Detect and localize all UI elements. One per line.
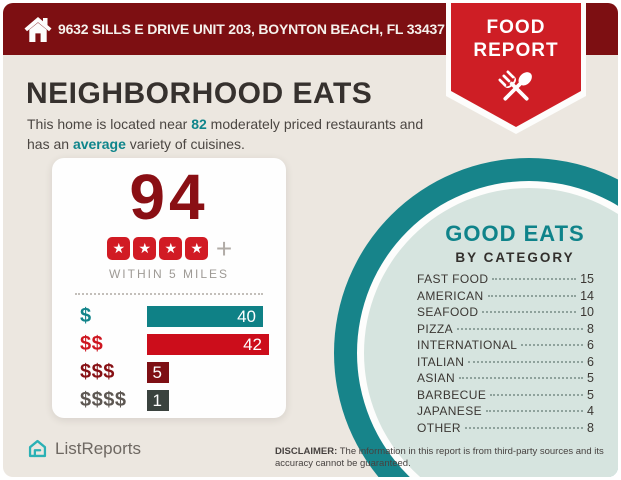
category-name: BARBECUE — [417, 387, 487, 402]
price-bar-row: $$ 42 — [80, 333, 286, 356]
price-bar-value: 40 — [237, 306, 256, 326]
listreports-house-icon — [28, 439, 47, 458]
category-count: 5 — [587, 387, 594, 402]
category-name: SEAFOOD — [417, 305, 479, 319]
category-row: SEAFOOD 10 — [417, 305, 594, 322]
category-list: FAST FOOD 15 AMERICAN 14 SEAFOOD 10 PIZZA 8 INTE… — [417, 272, 594, 437]
star-icon: ★ — [185, 237, 209, 261]
disclaimer-text: The information in this report is from t… — [275, 446, 604, 469]
star-icon: ★ — [133, 237, 157, 261]
badge-title-line1: FOOD — [486, 17, 546, 38]
price-bar-value: 42 — [243, 334, 262, 354]
intro-seg: variety of cuisines. — [125, 136, 245, 152]
fork-spoon-icon — [498, 70, 532, 101]
dotted-leader — [459, 377, 584, 379]
price-tier-label: $$$$ — [80, 389, 127, 412]
category-name: ASIAN — [417, 371, 456, 385]
dotted-leader — [457, 327, 584, 330]
category-name: INTERNATIONAL — [417, 338, 518, 352]
category-count: 5 — [587, 371, 594, 385]
price-bar: 42 — [147, 334, 269, 356]
category-row: AMERICAN 14 — [417, 289, 594, 306]
category-row: OTHER 8 — [417, 421, 594, 438]
category-name: OTHER — [417, 420, 461, 435]
dotted-leader — [468, 360, 584, 363]
property-address: 9632 SILLS E DRIVE UNIT 203, BOYNTON BEA… — [58, 21, 445, 37]
dotted-leader — [490, 393, 584, 396]
price-bar-value: 5 — [152, 362, 162, 382]
intro-text: This home is located near 82 moderately … — [27, 114, 423, 154]
dotted-leader — [492, 278, 577, 280]
dotted-leader — [521, 344, 584, 346]
price-bar: 1 — [147, 390, 169, 412]
star-icon: ★ — [107, 237, 131, 261]
category-row: ITALIAN 6 — [417, 355, 594, 372]
star-icon: ★ — [159, 237, 183, 261]
dotted-leader — [486, 410, 584, 412]
badge-title-line2: REPORT — [473, 40, 559, 61]
dotted-divider — [75, 293, 263, 296]
radius-caption: WITHIN 5 MILES — [108, 267, 229, 282]
dotted-leader — [487, 294, 577, 297]
category-name: ITALIAN — [417, 354, 465, 369]
category-name: AMERICAN — [417, 288, 484, 303]
category-count: 14 — [580, 288, 594, 303]
category-count: 10 — [580, 305, 594, 319]
price-bar-value: 1 — [152, 390, 162, 410]
restaurant-score: 94 — [129, 161, 209, 233]
category-row: JAPANESE 4 — [417, 404, 594, 421]
category-count: 6 — [587, 354, 594, 369]
category-count: 8 — [587, 420, 594, 435]
price-bar: 40 — [147, 306, 263, 328]
category-count: 6 — [587, 338, 594, 352]
intro-seg: This home is located near — [27, 116, 192, 132]
price-bar-row: $$$ 5 — [80, 361, 286, 384]
category-count: 15 — [580, 272, 594, 286]
intro-seg: moderately priced restaurants and — [206, 116, 424, 132]
star-rating: ★ ★ ★ ★ + — [52, 232, 286, 264]
page-title: NEIGHBORHOOD EATS — [26, 77, 373, 110]
price-bar-row: $40 — [80, 305, 286, 328]
category-name: PIZZA — [417, 321, 454, 336]
category-count: 4 — [587, 404, 594, 418]
listreports-wordmark: ListReports — [55, 438, 141, 458]
restaurant-count: 82 — [191, 116, 207, 132]
plus-icon: + — [215, 232, 233, 264]
category-row: PIZZA 8 — [417, 322, 594, 339]
price-tier-label: $ — [80, 305, 92, 328]
price-bar-row: $$$$ 1 — [80, 389, 286, 412]
listreports-logo: ListReports — [27, 438, 141, 459]
category-name: FAST FOOD — [417, 272, 489, 286]
disclaimer: DISCLAIMER: The information in this repo… — [275, 446, 611, 470]
report-canvas: 9632 SILLS E DRIVE UNIT 203, BOYNTON BEA… — [3, 3, 618, 477]
category-name: JAPANESE — [417, 404, 482, 418]
food-report-badge: FOOD REPORT — [446, 3, 586, 134]
disclaimer-label: DISCLAIMER: — [275, 446, 338, 457]
category-row: FAST FOOD 15 — [417, 272, 594, 289]
category-row: ASIAN 5 — [417, 371, 594, 388]
variety-highlight: average — [72, 136, 126, 152]
dotted-leader — [465, 426, 584, 429]
price-tier-label: $$ — [80, 333, 104, 356]
intro-line-2: has an average variety of cuisines. — [27, 134, 423, 154]
category-row: INTERNATIONAL 6 — [417, 338, 594, 355]
score-card: 94 ★ ★ ★ ★ + WITHIN 5 MILES $40 $$ 42 $$$ 5 $$$$ 1 — [52, 158, 286, 418]
price-tier-label: $$$ — [80, 361, 115, 384]
intro-line-1: This home is located near 82 moderately … — [27, 114, 423, 134]
price-bar-chart: $40 $$ 42 $$$ 5 $$$$ 1 — [80, 305, 286, 412]
intro-seg: has an — [27, 136, 73, 152]
good-eats-title: GOOD EATS — [445, 221, 585, 246]
good-eats-subtitle: BY CATEGORY — [455, 250, 575, 265]
category-count: 8 — [587, 321, 594, 336]
house-icon — [24, 17, 52, 42]
good-eats-header: GOOD EATS BY CATEGORY — [415, 221, 615, 265]
dotted-leader — [482, 311, 577, 313]
category-row: BARBECUE 5 — [417, 388, 594, 405]
price-bar: 5 — [147, 362, 169, 384]
